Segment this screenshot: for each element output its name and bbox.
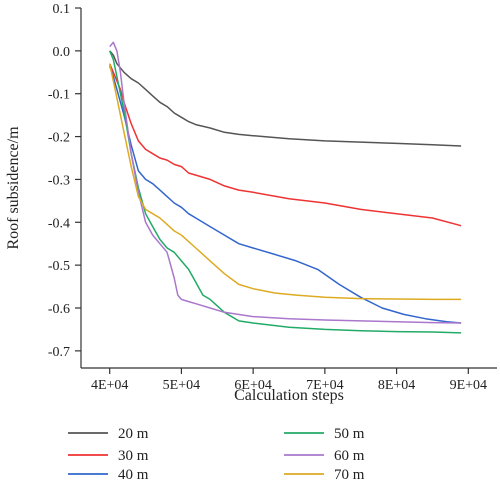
series-line-20m: [109, 50, 462, 147]
legend: 20 m 30 m 40 m 50 m 60 m 70 m: [68, 426, 365, 483]
y-tick-label: -0.2: [48, 131, 70, 146]
y-tick-label: -0.3: [48, 173, 70, 188]
y-tick-label: -0.7: [48, 345, 70, 360]
legend-item: 20 m: [68, 426, 149, 442]
y-tick-label: -0.5: [48, 259, 70, 274]
x-tick-label: 6E+04: [234, 378, 271, 393]
legend-label: 70 m: [334, 467, 365, 483]
y-tick-label: -0.4: [48, 216, 70, 231]
series-line-70m: [108, 63, 462, 301]
legend-label: 60 m: [334, 448, 365, 464]
series-line-30m: [109, 63, 462, 227]
legend-label: 50 m: [334, 426, 365, 442]
legend-item: 70 m: [284, 467, 365, 483]
x-ticks: 4E+04 5E+04 6E+04 7E+04 8E+04 9E+04: [91, 368, 487, 393]
x-axis-title: Calculation steps: [234, 387, 344, 404]
axes: [80, 8, 497, 369]
legend-item: 30 m: [68, 448, 149, 464]
y-axis-title: Roof subsidence/m: [5, 126, 22, 250]
series-line-60m: [109, 41, 462, 324]
x-tick-label: 9E+04: [450, 378, 487, 393]
y-tick-label: -0.6: [48, 302, 70, 317]
legend-label: 40 m: [118, 467, 149, 483]
y-tick-label: 0.1: [53, 2, 71, 17]
legend-item: 60 m: [284, 448, 365, 464]
legend-item: 50 m: [284, 426, 365, 442]
y-tick-label: -0.1: [48, 88, 70, 103]
legend-label: 30 m: [118, 448, 149, 464]
series-lines: [108, 41, 462, 334]
x-tick-label: 7E+04: [306, 378, 343, 393]
y-tick-label: 0.0: [53, 45, 71, 60]
x-tick-label: 5E+04: [163, 378, 200, 393]
series-line-40m: [108, 65, 462, 324]
x-tick-label: 4E+04: [91, 378, 128, 393]
legend-item: 40 m: [68, 467, 149, 483]
legend-label: 20 m: [118, 426, 149, 442]
x-tick-label: 8E+04: [378, 378, 415, 393]
y-ticks: 0.1 0.0 -0.1 -0.2 -0.3 -0.4 -0.5 -0.6 -0.7: [48, 2, 81, 360]
